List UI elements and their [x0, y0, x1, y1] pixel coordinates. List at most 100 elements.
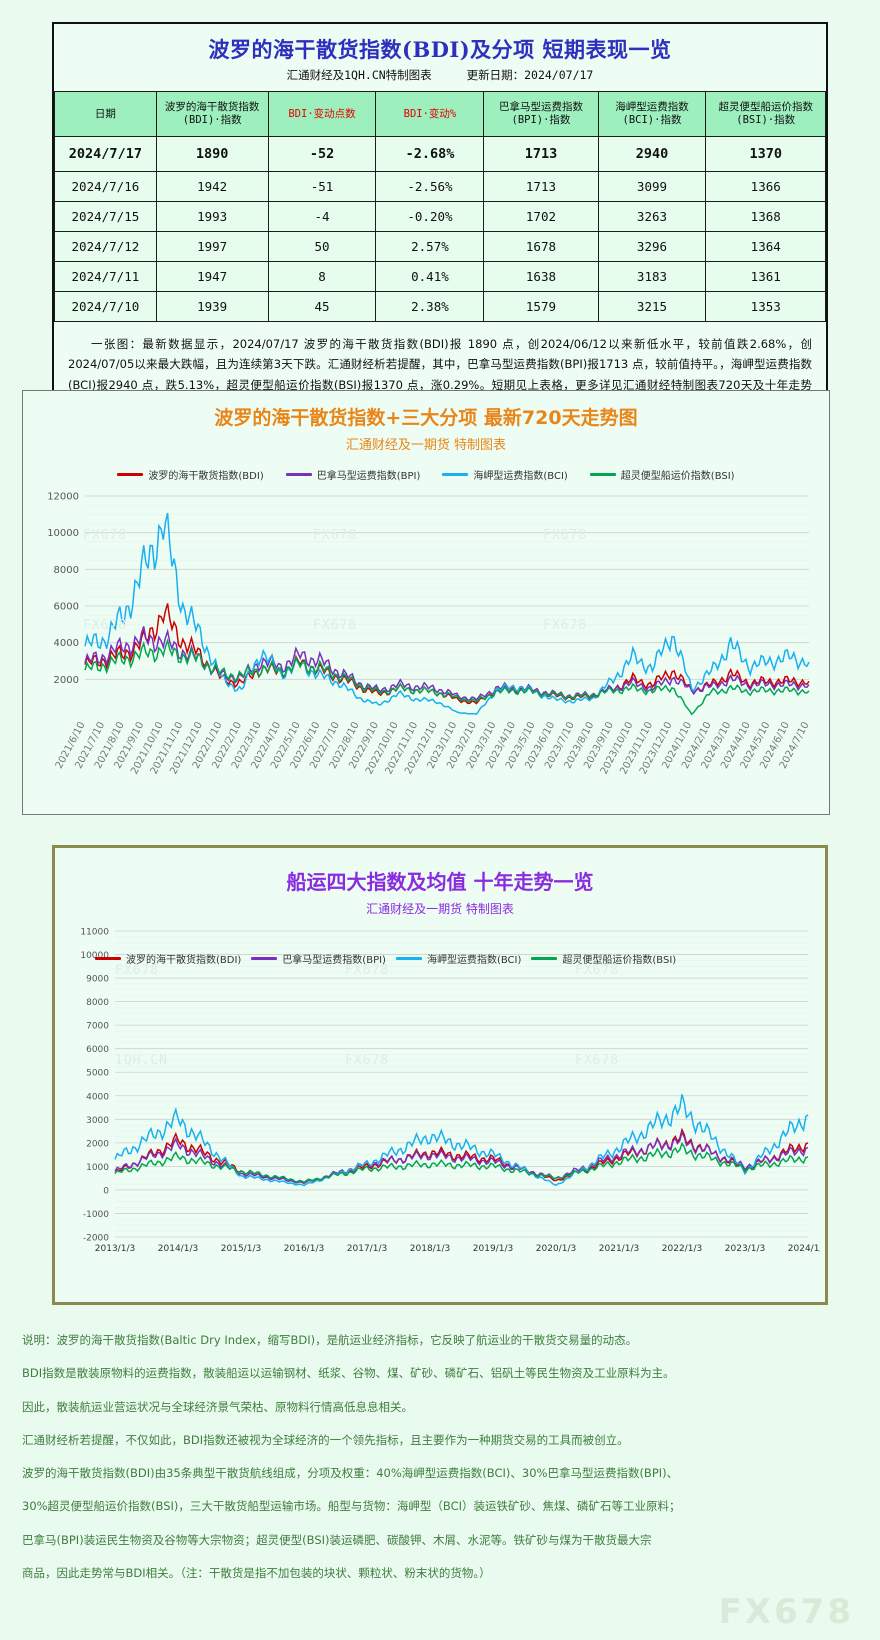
- svg-text:6000: 6000: [54, 602, 79, 613]
- cell-date: 2024/7/16: [54, 171, 157, 203]
- cell-pct: -2.56%: [375, 171, 485, 203]
- cell-bsi: 1364: [705, 231, 826, 263]
- legend-swatch-icon: [285, 473, 312, 476]
- cell-chg: 45: [267, 291, 377, 323]
- x-tick-label: 2013/1/3: [95, 1244, 135, 1254]
- chart2-plot: 波罗的海干散货指数(BDI) 巴拿马型运费指数(BPI) 海岬型运费指数(BCI) 超…: [55, 923, 825, 1283]
- table-row: 2024/7/16 1942 -51 -2.56% 1713 3099 1366: [54, 171, 826, 203]
- cell-bdi: 1997: [155, 231, 269, 263]
- legend-label: 波罗的海干散货指数(BDI): [148, 471, 264, 482]
- svg-text:0: 0: [103, 1186, 109, 1196]
- svg-text:9000: 9000: [86, 975, 109, 985]
- col-bdi-change-points: BDI·变动点数: [267, 90, 377, 138]
- cell-pct: 0.41%: [375, 261, 485, 293]
- footer-line: 汇通财经析若提醒，不仅如此，BDI指数还被视为全球经济的一个领先指标，且主要作为…: [22, 1432, 629, 1447]
- col-bdi-change-pct: BDI·变动%: [375, 90, 485, 138]
- chart1-legend: 波罗的海干散货指数(BDI) 巴拿马型运费指数(BPI) 海岬型运费指数(BCI) 超…: [23, 467, 829, 482]
- legend-label: 海岬型运费指数(BCI): [426, 955, 522, 966]
- chart1-subtitle: 汇通财经及一期货 特制图表: [345, 438, 507, 453]
- cell-chg: 8: [267, 261, 377, 293]
- col-bsi: 超灵便型船运价指数 (BSI)·指数: [705, 90, 826, 138]
- chart2-legend: 波罗的海干散货指数(BDI) 巴拿马型运费指数(BPI) 海岬型运费指数(BCI) 超…: [95, 951, 676, 966]
- x-tick-label: 2023/1/3: [725, 1244, 765, 1254]
- svg-text:2000: 2000: [86, 1139, 109, 1149]
- cell-pct: -2.68%: [375, 136, 485, 173]
- cell-bci: 2940: [597, 136, 707, 173]
- footer-line: BDI指数是散装原物料的运费指数，散装船运以运输钢材、纸浆、谷物、煤、矿砂、磷矿…: [22, 1366, 675, 1381]
- chart1-title: 波罗的海干散货指数+三大分项 最新720天走势图: [214, 407, 638, 429]
- legend-item: 巴拿马型运费指数(BPI): [285, 467, 421, 482]
- legend-swatch-icon: [395, 957, 422, 960]
- x-tick-label: 2014/1/3: [158, 1244, 198, 1254]
- cell-chg: -52: [267, 136, 377, 173]
- x-tick-label: 2015/1/3: [221, 1244, 261, 1254]
- svg-text:2000: 2000: [54, 675, 79, 686]
- x-tick-label: 2021/1/3: [599, 1244, 639, 1254]
- svg-text:10000: 10000: [80, 951, 109, 961]
- chart-svg: -2000 -1000 0 1000 2000 3000 4000 5000 6000 7000 8…: [80, 928, 820, 1255]
- cell-chg: -51: [267, 171, 377, 203]
- svg-text:8000: 8000: [54, 565, 79, 576]
- table-header-row: 日期 波罗的海干散货指数 (BDI)·指数 BDI·变动点数 BDI·变动% 巴拿…: [54, 90, 826, 138]
- x-tick-label: 2022/1/3: [662, 1244, 702, 1254]
- chart-svg: 200040006000800010000120002021/6/102021/…: [47, 492, 811, 777]
- legend-label: 超灵便型船运价指数(BSI): [562, 955, 677, 966]
- legend-label: 超灵便型船运价指数(BSI): [620, 471, 735, 482]
- cell-bsi: 1368: [705, 201, 826, 233]
- legend-item: 巴拿马型运费指数(BPI): [251, 951, 386, 966]
- cell-chg: 50: [267, 231, 377, 263]
- x-tick-label: 2016/1/3: [284, 1244, 324, 1254]
- legend-swatch-icon: [531, 957, 558, 960]
- cell-bdi: 1942: [155, 171, 269, 203]
- series-line: [84, 512, 810, 716]
- cell-pct: 2.57%: [375, 231, 485, 263]
- svg-text:5000: 5000: [86, 1069, 109, 1079]
- footer-line: 因此，散装航运业营运状况与全球经济景气荣枯、原物料行情高低息息相关。: [22, 1399, 413, 1414]
- legend-swatch-icon: [117, 473, 144, 476]
- chart1-plot: 2000 4000 6000 8000 10000 12000 2021/6/10 2021/…: [23, 488, 829, 808]
- cell-bci: 3215: [597, 291, 707, 323]
- series-line: [84, 626, 810, 702]
- cell-bpi: 1702: [483, 201, 599, 233]
- cell-bsi: 1366: [705, 171, 826, 203]
- footer-line: 商品，因此走势常与BDI相关。（注：干散货是指不加包装的块状、颗粒状、粉末状的货…: [22, 1565, 491, 1580]
- legend-item: 海岬型运费指数(BCI): [395, 951, 522, 966]
- cell-date: 2024/7/12: [54, 231, 157, 263]
- cell-bdi: 1939: [155, 291, 269, 323]
- cell-pct: -0.20%: [375, 201, 485, 233]
- bdi-table: 日期 波罗的海干散货指数 (BDI)·指数 BDI·变动点数 BDI·变动% 巴拿…: [54, 90, 826, 323]
- series-line: [114, 1141, 809, 1184]
- cell-bci: 3263: [597, 201, 707, 233]
- cell-bdi: 1947: [155, 261, 269, 293]
- legend-item: 超灵便型船运价指数(BSI): [531, 951, 676, 966]
- table-row: 2024/7/11 1947 8 0.41% 1638 3183 1361: [54, 261, 826, 293]
- legend-label: 巴拿马型运费指数(BPI): [282, 955, 386, 966]
- cell-bpi: 1678: [483, 231, 599, 263]
- chart-tenyear-panel: 船运四大指数及均值 十年走势一览 汇通财经及一期货 特制图表 波罗的海干散货指数…: [52, 845, 828, 1305]
- cell-bdi: 1890: [155, 136, 269, 173]
- footer-explanation: 说明：波罗的海干散货指数(Baltic Dry Index，缩写BDI)，是航运…: [0, 1320, 880, 1610]
- cell-bci: 3296: [597, 231, 707, 263]
- bdi-summary-panel: 波罗的海干散货指数(BDI)及分项 短期表现一览 汇通财经及1QH.CN特制图表…: [52, 22, 828, 431]
- x-tick-label: 2019/1/3: [473, 1244, 513, 1254]
- cell-date: 2024/7/17: [54, 136, 157, 173]
- table-row: 2024/7/17 1890 -52 -2.68% 1713 2940 1370: [54, 136, 826, 173]
- col-bdi: 波罗的海干散货指数 (BDI)·指数: [155, 90, 269, 138]
- chart2-subtitle: 汇通财经及一期货 特制图表: [366, 902, 514, 916]
- legend-label: 海岬型运费指数(BCI): [473, 471, 568, 482]
- x-tick-label: 2017/1/3: [347, 1244, 387, 1254]
- footer-line: 巴拿马(BPI)装运民生物资及谷物等大宗物资；超灵便型(BSI)装运磷肥、碳酸钾…: [22, 1532, 652, 1547]
- cell-bsi: 1370: [705, 136, 826, 173]
- series-line: [84, 637, 810, 716]
- cell-bsi: 1353: [705, 291, 826, 323]
- legend-item: 波罗的海干散货指数(BDI): [95, 951, 241, 966]
- svg-text:10000: 10000: [47, 528, 79, 539]
- cell-bpi: 1713: [483, 136, 599, 173]
- col-date: 日期: [54, 90, 157, 138]
- col-bci: 海岬型运费指数 (BCI)·指数: [597, 90, 707, 138]
- cell-bpi: 1638: [483, 261, 599, 293]
- legend-label: 巴拿马型运费指数(BPI): [316, 471, 421, 482]
- table-body: 2024/7/17 1890 -52 -2.68% 1713 2940 1370 2024/7…: [54, 136, 826, 323]
- cell-date: 2024/7/10: [54, 291, 157, 323]
